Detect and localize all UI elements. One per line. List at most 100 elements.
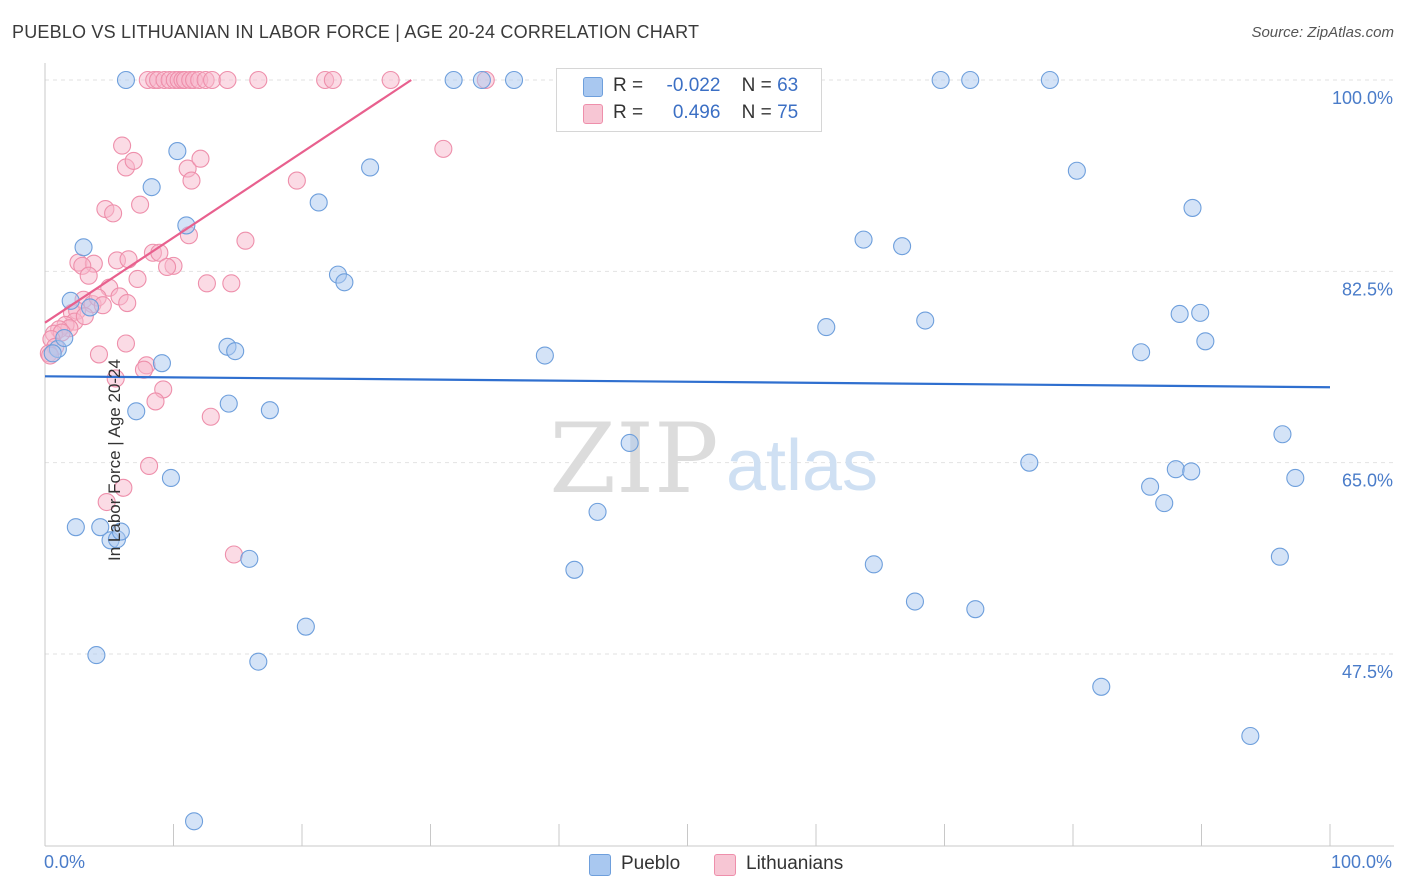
lithuanian-point-17 xyxy=(323,70,342,90)
lithuanian-point-13 xyxy=(203,70,222,90)
legend-n-label: N = xyxy=(741,75,772,96)
pueblo-point-24 xyxy=(1191,303,1210,322)
lithuanian-trend-line xyxy=(44,79,412,324)
lithuanian-point-26 xyxy=(287,171,306,190)
pueblo-point-21 xyxy=(817,318,836,337)
pueblo-point-31 xyxy=(226,342,245,361)
axes xyxy=(44,63,1394,847)
lithuanian-point-69 xyxy=(106,369,125,388)
lithuanian-point-30 xyxy=(131,195,150,214)
pueblo-point-46 xyxy=(66,518,85,537)
watermark-zip: ZIP xyxy=(549,403,718,515)
lithuanian-point-29 xyxy=(104,204,123,223)
bottom-legend-label-lithuanians: Lithuanians xyxy=(746,853,844,874)
pueblo-point-58 xyxy=(1270,547,1289,566)
lithuanian-point-22 xyxy=(124,151,143,170)
pueblo-point-8 xyxy=(142,178,161,197)
chart-title: PUEBLO VS LITHUANIAN IN LABOR FORCE | AG… xyxy=(12,22,700,42)
pueblo-point-60 xyxy=(249,652,268,671)
pueblo-point-2 xyxy=(472,70,491,90)
pueblo-point-26 xyxy=(1132,343,1151,362)
pueblo-point-5 xyxy=(961,70,980,90)
pueblo-point-36 xyxy=(260,401,279,420)
pueblo-point-12 xyxy=(74,238,93,257)
lithuanian-point-76 xyxy=(97,492,116,512)
pueblo-point-38 xyxy=(1020,453,1039,472)
pueblo-point-44 xyxy=(1155,494,1174,513)
lithuanian-point-66 xyxy=(116,334,136,353)
pueblo-point-13 xyxy=(854,230,873,249)
pueblo-point-29 xyxy=(55,328,74,348)
lithuanian-point-74 xyxy=(140,456,159,475)
legend-r-value-pueblo: -0.022 xyxy=(666,75,721,96)
y-axis-label: In Labor Force | Age 20-24 xyxy=(104,359,124,561)
lithuanian-point-52 xyxy=(118,293,137,313)
legend-n-value-pueblo: 63 xyxy=(777,75,799,96)
pueblo-point-1 xyxy=(444,70,463,90)
pueblo-point-3 xyxy=(504,70,524,90)
lithuanian-point-72 xyxy=(146,392,165,411)
pueblo-point-62 xyxy=(1241,726,1260,746)
lithuanian-point-43 xyxy=(222,274,241,293)
lithuanian-point-27 xyxy=(434,139,453,158)
legend-r-label: R = xyxy=(613,102,644,123)
legend-swatch-pueblo xyxy=(583,77,603,97)
pueblo-points xyxy=(43,70,1305,831)
source-label: Source: ZipAtlas.com xyxy=(1251,24,1394,41)
pueblo-point-55 xyxy=(905,592,924,611)
lithuanian-point-70 xyxy=(134,360,153,379)
watermark-atlas: atlas xyxy=(726,426,878,506)
pueblo-point-25 xyxy=(1196,332,1215,351)
pueblo-point-52 xyxy=(240,549,259,568)
lithuanian-point-77 xyxy=(224,545,243,564)
pueblo-point-4 xyxy=(931,70,950,90)
pueblo-point-39 xyxy=(1273,425,1292,444)
pueblo-point-0 xyxy=(116,70,136,90)
pueblo-point-45 xyxy=(1286,468,1305,488)
pueblo-point-61 xyxy=(1092,677,1111,696)
legend-r-value-lithuanians: 0.496 xyxy=(672,102,721,123)
pueblo-point-28 xyxy=(43,344,62,363)
legend-swatch-lithuanians xyxy=(583,104,603,124)
bottom-legend-swatch-pueblo xyxy=(589,854,611,876)
pueblo-point-23 xyxy=(1170,304,1189,324)
stats-legend: R = -0.022 N = 63 R = 0.496 N = 75 xyxy=(556,68,822,132)
pueblo-point-40 xyxy=(161,468,180,488)
pueblo-point-56 xyxy=(966,600,985,619)
pueblo-point-14 xyxy=(893,237,912,256)
pueblo-point-59 xyxy=(87,646,106,665)
lithuanian-point-68 xyxy=(89,345,109,364)
pueblo-point-32 xyxy=(152,354,171,373)
lithuanian-point-41 xyxy=(128,269,147,289)
pueblo-point-54 xyxy=(864,555,883,574)
pueblo-point-22 xyxy=(916,311,935,330)
lithuanian-point-15 xyxy=(249,70,268,90)
legend-n-value-lithuanians: 75 xyxy=(777,102,799,123)
pueblo-point-7 xyxy=(168,142,187,161)
pueblo-point-10 xyxy=(309,193,328,212)
trend-lines xyxy=(44,79,1331,389)
gridlines xyxy=(45,79,1394,655)
y-tick-label-2: 65.0% xyxy=(1342,471,1393,491)
pueblo-point-16 xyxy=(1183,198,1202,217)
pueblo-point-37 xyxy=(620,433,639,453)
pueblo-point-47 xyxy=(91,518,110,537)
pueblo-point-42 xyxy=(1182,462,1201,481)
lithuanian-point-37 xyxy=(119,250,138,269)
legend-r-label: R = xyxy=(613,75,644,96)
pueblo-point-57 xyxy=(296,617,315,636)
pueblo-point-34 xyxy=(127,402,146,421)
y-tick-label-1: 82.5% xyxy=(1342,279,1393,299)
pueblo-point-6 xyxy=(1040,70,1059,90)
lithuanian-point-24 xyxy=(182,171,201,190)
lithuanian-point-75 xyxy=(114,478,133,497)
pueblo-point-20 xyxy=(80,298,100,317)
pueblo-point-33 xyxy=(535,346,554,365)
lithuanian-point-35 xyxy=(236,231,255,250)
pueblo-point-11 xyxy=(177,216,196,235)
pueblo-point-9 xyxy=(361,158,380,177)
lithuanian-point-14 xyxy=(218,70,237,90)
lithuanian-point-46 xyxy=(158,257,177,277)
x-tick-max: 100.0% xyxy=(1330,852,1392,872)
